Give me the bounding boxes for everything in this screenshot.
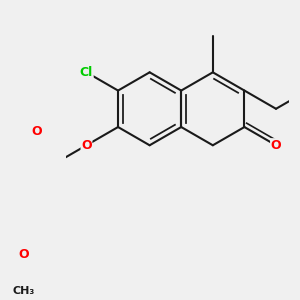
Text: O: O xyxy=(271,139,281,152)
Text: Cl: Cl xyxy=(80,66,93,79)
Text: O: O xyxy=(18,248,28,261)
Text: O: O xyxy=(31,125,42,138)
Text: CH₃: CH₃ xyxy=(12,286,34,296)
Text: O: O xyxy=(81,139,92,152)
